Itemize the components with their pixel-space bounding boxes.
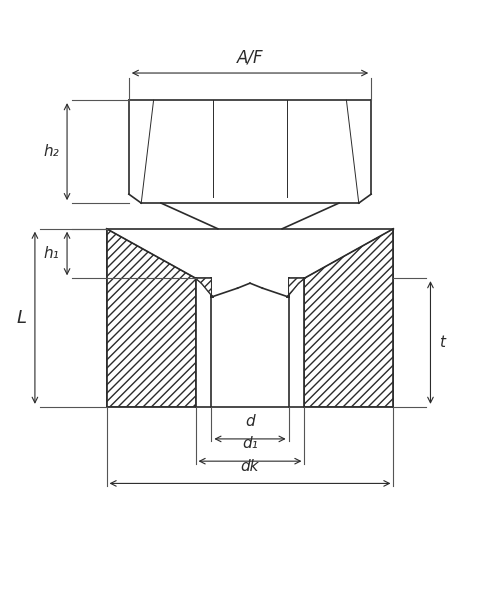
Polygon shape (196, 278, 213, 297)
Text: d₁: d₁ (242, 436, 258, 451)
Text: h₁: h₁ (44, 246, 60, 261)
Polygon shape (304, 229, 394, 407)
Text: d: d (245, 414, 255, 429)
Text: t: t (440, 335, 446, 350)
Text: h₂: h₂ (44, 144, 60, 159)
Text: dk: dk (241, 458, 259, 474)
Polygon shape (287, 278, 304, 297)
Text: A/F: A/F (236, 49, 264, 67)
Polygon shape (106, 229, 196, 407)
Text: L: L (16, 309, 26, 327)
